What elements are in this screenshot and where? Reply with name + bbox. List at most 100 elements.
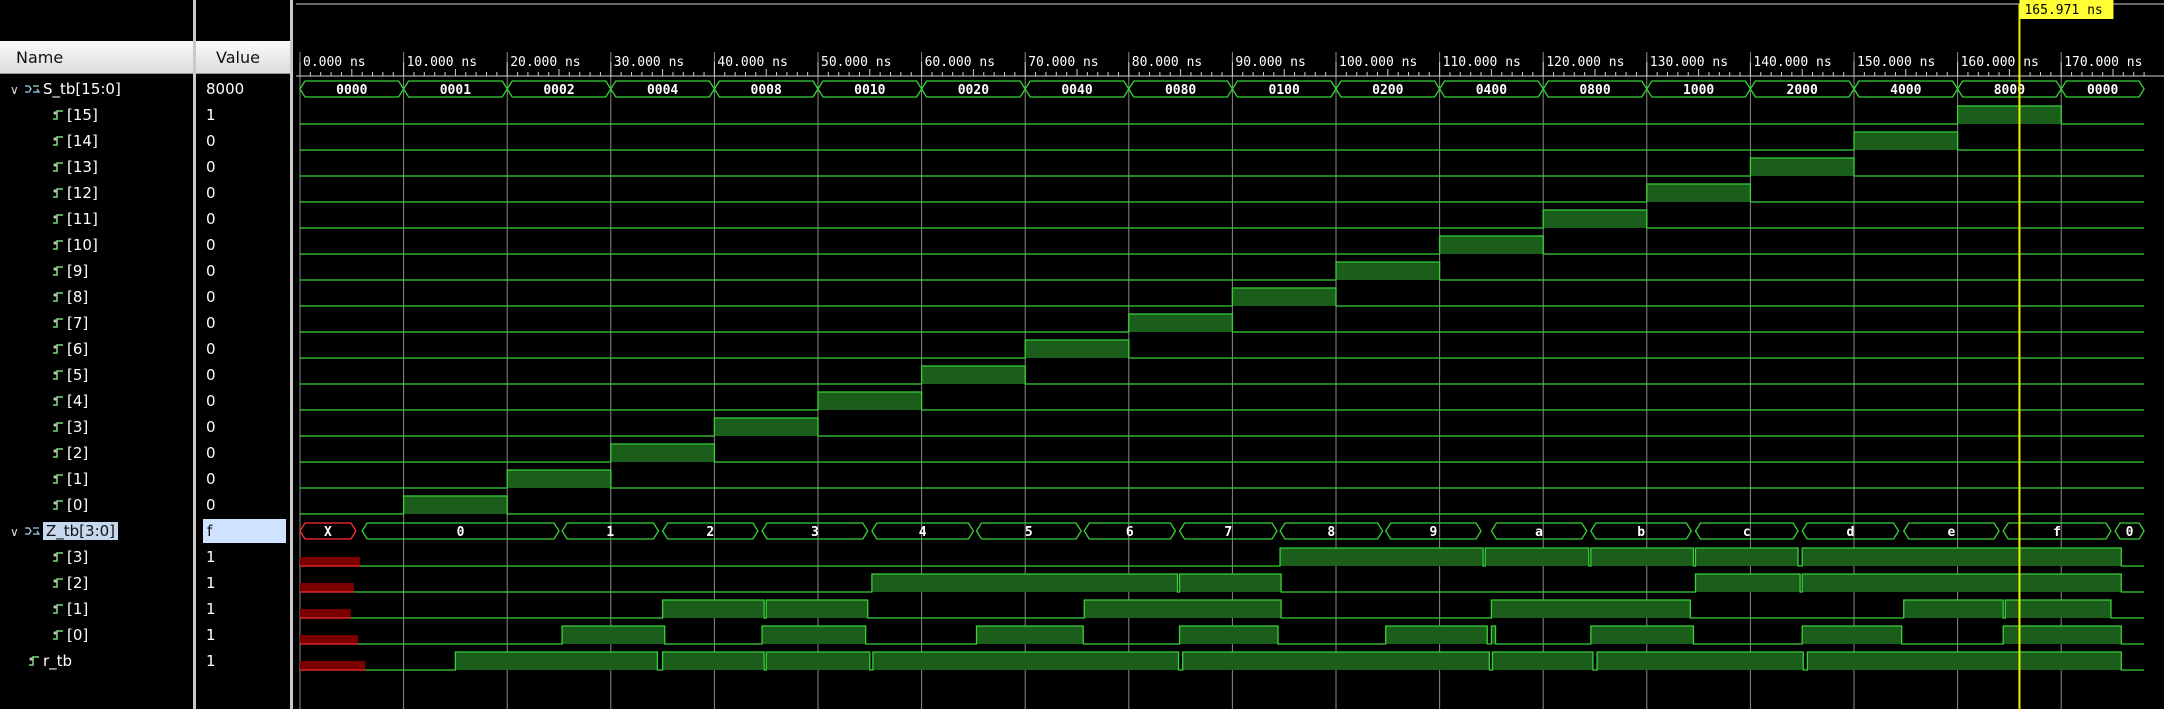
bit-signal-icon	[52, 366, 67, 384]
bit-high-fill	[1179, 574, 1282, 592]
expand-chevron-icon[interactable]: ∨	[10, 83, 19, 97]
bus-value-label: b	[1637, 525, 1645, 540]
signal-name-row[interactable]: ∨ S_tb[15:0]	[10, 76, 121, 102]
signal-name-row[interactable]: [2]	[52, 440, 88, 466]
signal-name-row[interactable]: [11]	[52, 206, 98, 232]
signal-value-cell: 0	[206, 184, 216, 202]
bit-high-fill	[1597, 652, 1804, 670]
signal-name-panel: Name	[0, 0, 196, 709]
signal-name-row[interactable]: ∨ Z_tb[3:0]	[10, 518, 119, 544]
signal-name-label: [7]	[67, 314, 89, 332]
signal-value-cell: 0	[206, 496, 216, 514]
bus-value-label: 0020	[958, 83, 989, 98]
bit-waveform	[300, 391, 2145, 411]
bus-segment	[1083, 522, 1177, 540]
bus-segment	[1490, 522, 1588, 540]
bit-high-fill	[1179, 626, 1278, 644]
cursor-time-badge[interactable]	[2019, 0, 2114, 19]
signal-name-label: [10]	[67, 236, 98, 254]
bit-signal-icon	[52, 210, 67, 228]
bus-value-label: 9	[1429, 525, 1437, 540]
ruler-time-label: 50.000 ns	[821, 55, 891, 70]
signal-name-row[interactable]: [3]	[52, 544, 88, 570]
bit-high-fill	[610, 444, 715, 462]
bit-high-fill	[1439, 236, 1544, 254]
signal-name-label: [13]	[67, 158, 98, 176]
ruler-time-label: 70.000 ns	[1028, 55, 1098, 70]
bus-segment	[1178, 522, 1278, 540]
signal-name-row[interactable]: [14]	[52, 128, 98, 154]
signal-name-row[interactable]: [8]	[52, 284, 88, 310]
signal-name-label: r_tb	[43, 652, 73, 670]
ruler-time-label: 0.000 ns	[303, 55, 366, 70]
bit-signal-icon	[28, 652, 43, 670]
signal-name-label: [8]	[67, 288, 89, 306]
unknown-value-fill	[300, 609, 351, 618]
bit-high-fill	[1903, 600, 2004, 618]
waveform-canvas[interactable]: 0.000 ns 10.000 ns 20.000 ns 30.000 ns 40.00…	[296, 0, 2164, 709]
bus-value-label: 8000	[1994, 83, 2025, 98]
signal-value-cell: 0	[206, 210, 216, 228]
value-column-header[interactable]: Value	[196, 41, 293, 74]
name-value-divider[interactable]	[193, 0, 196, 709]
signal-name-row[interactable]: [12]	[52, 180, 98, 206]
bit-waveform	[358, 625, 2145, 645]
signal-value-cell: 8000	[206, 80, 245, 98]
bit-high-fill	[2005, 600, 2111, 618]
value-wave-divider[interactable]	[290, 0, 293, 709]
bit-high-fill	[1590, 626, 1694, 644]
unknown-value-fill	[300, 557, 361, 566]
bus-segment	[871, 522, 975, 540]
expand-chevron-icon[interactable]: ∨	[10, 525, 19, 539]
signal-name-row[interactable]: [5]	[52, 362, 88, 388]
bit-high-fill	[766, 600, 868, 618]
signal-name-label: [5]	[67, 366, 89, 384]
ruler-time-label: 170.000 ns	[2064, 55, 2142, 70]
signal-value-panel	[196, 0, 293, 709]
bus-value-label: 2	[706, 525, 714, 540]
bit-high-fill	[1646, 184, 1751, 202]
signal-name-row[interactable]: [13]	[52, 154, 98, 180]
signal-name-row[interactable]: [1]	[52, 596, 88, 622]
bus-segment	[1279, 522, 1384, 540]
signal-value-cell: 0	[206, 340, 216, 358]
bit-waveform	[300, 365, 2145, 385]
bit-waveform	[365, 651, 2145, 671]
bit-high-fill	[403, 496, 508, 514]
signal-name-row[interactable]: [7]	[52, 310, 88, 336]
bit-signal-icon	[52, 288, 67, 306]
signal-name-row[interactable]: [2]	[52, 570, 88, 596]
name-column-header[interactable]: Name	[0, 41, 195, 74]
signal-name-row[interactable]: [3]	[52, 414, 88, 440]
signal-name-label: [1]	[67, 600, 89, 618]
bus-value-label: 0200	[1372, 83, 1403, 98]
bus-value-label: 0010	[854, 83, 885, 98]
bit-waveform	[300, 287, 2145, 307]
bit-high-fill	[872, 652, 1179, 670]
bit-signal-icon	[52, 184, 67, 202]
bit-high-fill	[662, 600, 765, 618]
bus-value-label: 0004	[647, 83, 678, 98]
bit-high-fill	[507, 470, 611, 488]
signal-name-row[interactable]: [4]	[52, 388, 88, 414]
bit-waveform	[300, 235, 2145, 255]
signal-name-row[interactable]: r_tb	[28, 648, 72, 674]
signal-value-cell: 0	[206, 132, 216, 150]
signal-name-row[interactable]: [10]	[52, 232, 98, 258]
bit-signal-icon	[52, 314, 67, 332]
signal-name-row[interactable]: [0]	[52, 622, 88, 648]
bit-signal-icon	[52, 392, 67, 410]
bus-value-label: f	[2053, 525, 2061, 540]
bit-waveform	[353, 573, 2145, 593]
signal-name-row[interactable]: [1]	[52, 466, 88, 492]
bus-value-label: 0100	[1269, 83, 1300, 98]
signal-name-row[interactable]: [15]	[52, 102, 98, 128]
signal-name-label: Z_tb[3:0]	[43, 522, 119, 540]
signal-name-row[interactable]: [6]	[52, 336, 88, 362]
bus-segment	[2114, 522, 2145, 540]
signal-name-label: [14]	[67, 132, 98, 150]
bus-signal-icon	[24, 522, 43, 540]
bus-segment	[299, 522, 357, 540]
signal-name-row[interactable]: [0]	[52, 492, 88, 518]
signal-name-row[interactable]: [9]	[52, 258, 88, 284]
